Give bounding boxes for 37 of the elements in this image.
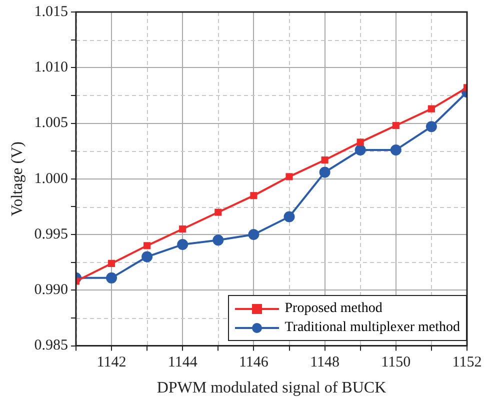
point — [250, 192, 258, 200]
y-tick-label: 0.990 — [34, 282, 68, 298]
x-tick-label: 1150 — [381, 354, 411, 371]
point — [214, 208, 222, 216]
x-axis-title: DPWM modulated signal of BUCK — [156, 380, 387, 397]
point — [177, 239, 188, 250]
point — [108, 260, 116, 267]
legend-label: Proposed method — [284, 300, 382, 316]
y-tick-label: 1.000 — [34, 170, 68, 187]
legend-label: Traditional multiplexer method — [284, 320, 460, 336]
x-tick-label: 1144 — [168, 354, 198, 371]
point — [319, 166, 330, 178]
point — [284, 211, 295, 222]
y-tick-label: 1.015 — [34, 4, 68, 20]
point — [321, 156, 328, 164]
x-tick-label: 1142 — [96, 354, 126, 371]
point — [356, 138, 364, 146]
point — [354, 144, 366, 156]
y-axis-title: Voltage (V) — [8, 142, 26, 216]
point — [106, 272, 117, 284]
x-tick-label: 1152 — [452, 354, 482, 371]
point — [179, 225, 186, 233]
y-tick-label: 1.005 — [34, 115, 68, 132]
point — [428, 105, 435, 112]
point — [248, 229, 260, 240]
point — [392, 122, 400, 130]
y-tick-label: 0.985 — [34, 338, 68, 354]
point — [144, 242, 151, 250]
point — [426, 121, 437, 132]
point — [286, 173, 293, 180]
x-tick-label: 1148 — [310, 354, 340, 371]
y-tick-label: 1.010 — [34, 60, 68, 76]
x-tick-label: 1146 — [238, 354, 269, 371]
point — [212, 234, 224, 246]
point — [390, 144, 402, 156]
y-tick-label: 0.995 — [34, 226, 68, 242]
point — [142, 251, 153, 262]
